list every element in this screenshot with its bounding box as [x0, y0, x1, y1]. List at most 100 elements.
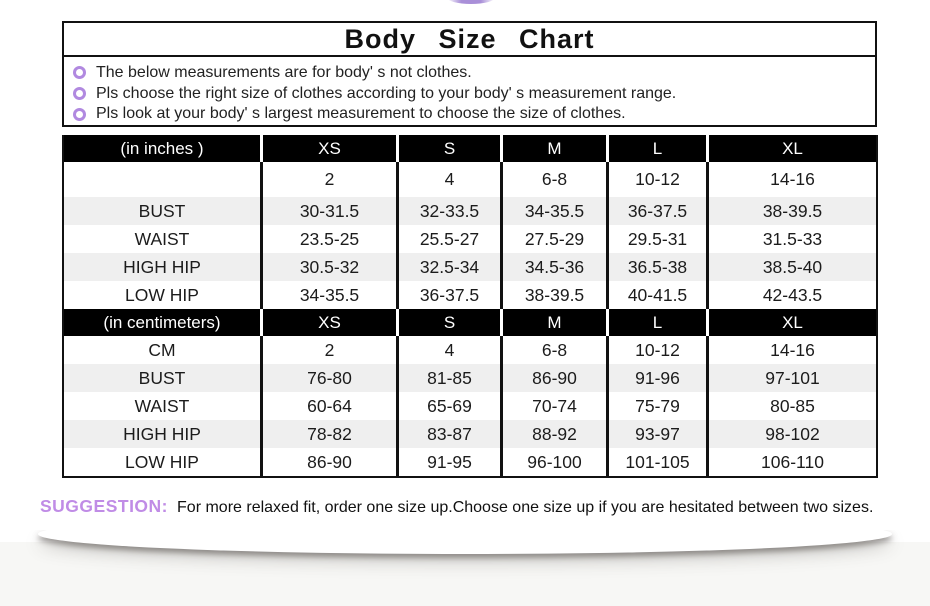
table-cell: 40-41.5	[606, 281, 706, 309]
table-cell: 36-37.5	[396, 281, 500, 309]
table-row-label: LOW HIP	[125, 284, 199, 305]
table-cell: 70-74	[500, 392, 606, 420]
bullet-ring-icon	[73, 66, 86, 80]
title-box: Body Size Chart	[62, 21, 877, 57]
table-row: CM 2 4 6-8 10-12 14-16	[64, 336, 876, 364]
table-size-header: M	[500, 309, 606, 336]
table-cell: 38.5-40	[706, 253, 876, 281]
table-cell: 60-64	[260, 392, 396, 420]
table-size-header: XL	[706, 309, 876, 336]
table-size-header: L	[606, 135, 706, 162]
table-cell: 34-35.5	[500, 197, 606, 225]
table-cell: 78-82	[260, 420, 396, 448]
size-table: (in inches ) XS S M L XL 2 4 6-8 10-12 14-16 BUST 30…	[62, 135, 878, 478]
table-cell: 2	[260, 162, 396, 197]
note-text: The below measurements are for body' s n…	[96, 63, 472, 81]
bullet-ring-icon	[73, 107, 86, 121]
table-cell: 96-100	[500, 448, 606, 476]
table-row: HIGH HIP 78-82 83-87 88-92 93-97 98-102	[64, 420, 876, 448]
suggestion-line: SUGGESTION: For more relaxed fit, order o…	[40, 496, 902, 517]
table-size-header: S	[396, 135, 500, 162]
table-cell: 101-105	[606, 448, 706, 476]
table-cell: 4	[396, 162, 500, 197]
table-size-header: XL	[706, 135, 876, 162]
table-cell: 32.5-34	[396, 253, 500, 281]
table-cell: 34.5-36	[500, 253, 606, 281]
table-cell: 10-12	[606, 336, 706, 364]
table-cell: 6-8	[500, 336, 606, 364]
table-row-label: LOW HIP	[125, 451, 199, 472]
table-size-header: M	[500, 135, 606, 162]
table-cell: 88-92	[500, 420, 606, 448]
table-unit-header: (in centimeters)	[64, 309, 260, 336]
table-row-label: HIGH HIP	[123, 423, 201, 444]
note-item: The below measurements are for body' s n…	[73, 63, 875, 83]
table-row: HIGH HIP 30.5-32 32.5-34 34.5-36 36.5-38 38.5…	[64, 253, 876, 281]
table-cell: 14-16	[706, 162, 876, 197]
table-row: (in inches ) XS S M L XL	[64, 135, 876, 162]
table-cell: 30.5-32	[260, 253, 396, 281]
table-row: LOW HIP 34-35.5 36-37.5 38-39.5 40-41.5 42-43…	[64, 281, 876, 309]
table-cell: 83-87	[396, 420, 500, 448]
table-cell: 93-97	[606, 420, 706, 448]
table-cell: 36.5-38	[606, 253, 706, 281]
table-row-label: BUST	[138, 367, 186, 388]
table-size-header: XS	[260, 135, 396, 162]
table-cell: 38-39.5	[706, 197, 876, 225]
table-cell: 30-31.5	[260, 197, 396, 225]
table-cell: 75-79	[606, 392, 706, 420]
suggestion-label: SUGGESTION:	[40, 496, 169, 516]
table-cell: 91-95	[396, 448, 500, 476]
table-row-label: WAIST	[134, 228, 190, 249]
table-cell: 10-12	[606, 162, 706, 197]
table-cell: 86-90	[260, 448, 396, 476]
table-cell: 86-90	[500, 364, 606, 392]
table-cell: 76-80	[260, 364, 396, 392]
table-row: (in centimeters) XS S M L XL	[64, 309, 876, 336]
note-item: Pls choose the right size of clothes acc…	[73, 84, 875, 104]
note-text: Pls choose the right size of clothes acc…	[96, 84, 677, 102]
table-cell: 2	[260, 336, 396, 364]
table-cell: 29.5-31	[606, 225, 706, 253]
table-cell: 38-39.5	[500, 281, 606, 309]
table-row-label: HIGH HIP	[123, 256, 201, 277]
table-cell: 65-69	[396, 392, 500, 420]
table-cell: 106-110	[706, 448, 876, 476]
page-background-bottom	[0, 542, 930, 606]
table-row: WAIST 60-64 65-69 70-74 75-79 80-85	[64, 392, 876, 420]
table-cell: 80-85	[706, 392, 876, 420]
table-row: BUST 30-31.5 32-33.5 34-35.5 36-37.5 38-39.5	[64, 197, 876, 225]
table-cell: 25.5-27	[396, 225, 500, 253]
table-row-label: WAIST	[134, 395, 190, 416]
table-size-header: S	[396, 309, 500, 336]
note-item: Pls look at your body' s largest measure…	[73, 104, 875, 124]
table-cell: 36-37.5	[606, 197, 706, 225]
table-cell: 91-96	[606, 364, 706, 392]
table-unit-header: (in inches )	[64, 135, 260, 162]
table-cell: 23.5-25	[260, 225, 396, 253]
table-cell: 42-43.5	[706, 281, 876, 309]
logo-fragment	[447, 0, 495, 4]
table-row-label: CM	[148, 339, 176, 360]
table-cell: 14-16	[706, 336, 876, 364]
table-cell: 81-85	[396, 364, 500, 392]
table-size-header: L	[606, 309, 706, 336]
table-cell: 98-102	[706, 420, 876, 448]
table-cell: 4	[396, 336, 500, 364]
table-row-label: BUST	[138, 200, 186, 221]
table-row-label	[64, 162, 260, 197]
table-cell: 34-35.5	[260, 281, 396, 309]
table-cell: 97-101	[706, 364, 876, 392]
table-row: WAIST 23.5-25 25.5-27 27.5-29 29.5-31 31.5-33	[64, 225, 876, 253]
table-cell: 31.5-33	[706, 225, 876, 253]
table-row: 2 4 6-8 10-12 14-16	[64, 162, 876, 197]
bullet-ring-icon	[73, 87, 86, 100]
note-text: Pls look at your body' s largest measure…	[96, 105, 626, 123]
table-cell: 32-33.5	[396, 197, 500, 225]
table-row: LOW HIP 86-90 91-95 96-100 101-105 106-110	[64, 448, 876, 476]
table-size-header: XS	[260, 309, 396, 336]
table-cell: 27.5-29	[500, 225, 606, 253]
notes-box: The below measurements are for body' s n…	[62, 55, 877, 127]
table-row: BUST 76-80 81-85 86-90 91-96 97-101	[64, 364, 876, 392]
